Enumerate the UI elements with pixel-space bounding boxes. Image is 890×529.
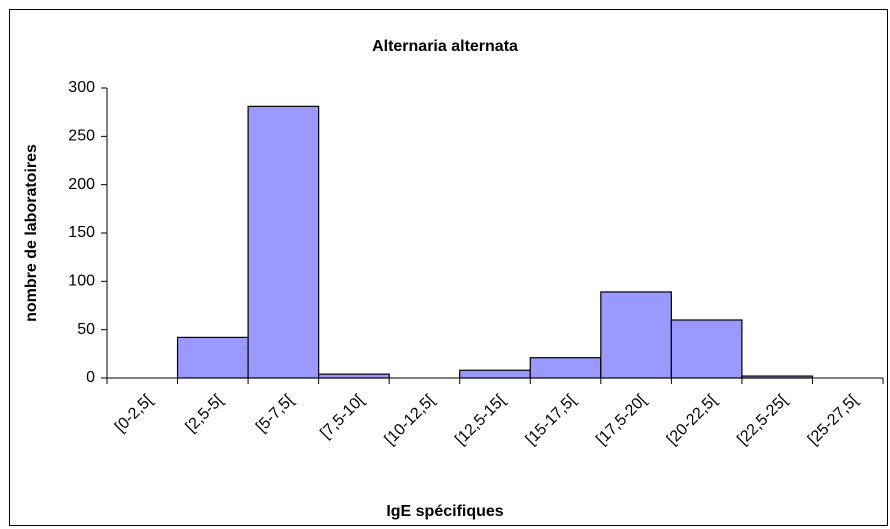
bar — [600, 291, 672, 379]
y-tick-label: 200 — [68, 176, 95, 193]
bar — [529, 357, 602, 379]
y-tick-label: 250 — [68, 128, 95, 145]
bar — [247, 105, 320, 379]
y-tick-label: 50 — [77, 321, 95, 338]
bar — [176, 336, 249, 379]
y-tick-label: 150 — [68, 224, 95, 241]
bar — [459, 369, 531, 379]
plot-area — [107, 88, 883, 378]
y-tick-label: 0 — [86, 369, 95, 386]
chart-title: Alternaria alternata — [372, 38, 518, 55]
y-tick-label: 300 — [68, 79, 95, 96]
bar — [670, 319, 743, 379]
y-tick-label: 100 — [68, 273, 95, 290]
y-axis-label: nombre de laboratoires — [23, 144, 40, 322]
x-axis-label: IgE spécifiques — [386, 503, 503, 520]
bar — [318, 373, 390, 379]
